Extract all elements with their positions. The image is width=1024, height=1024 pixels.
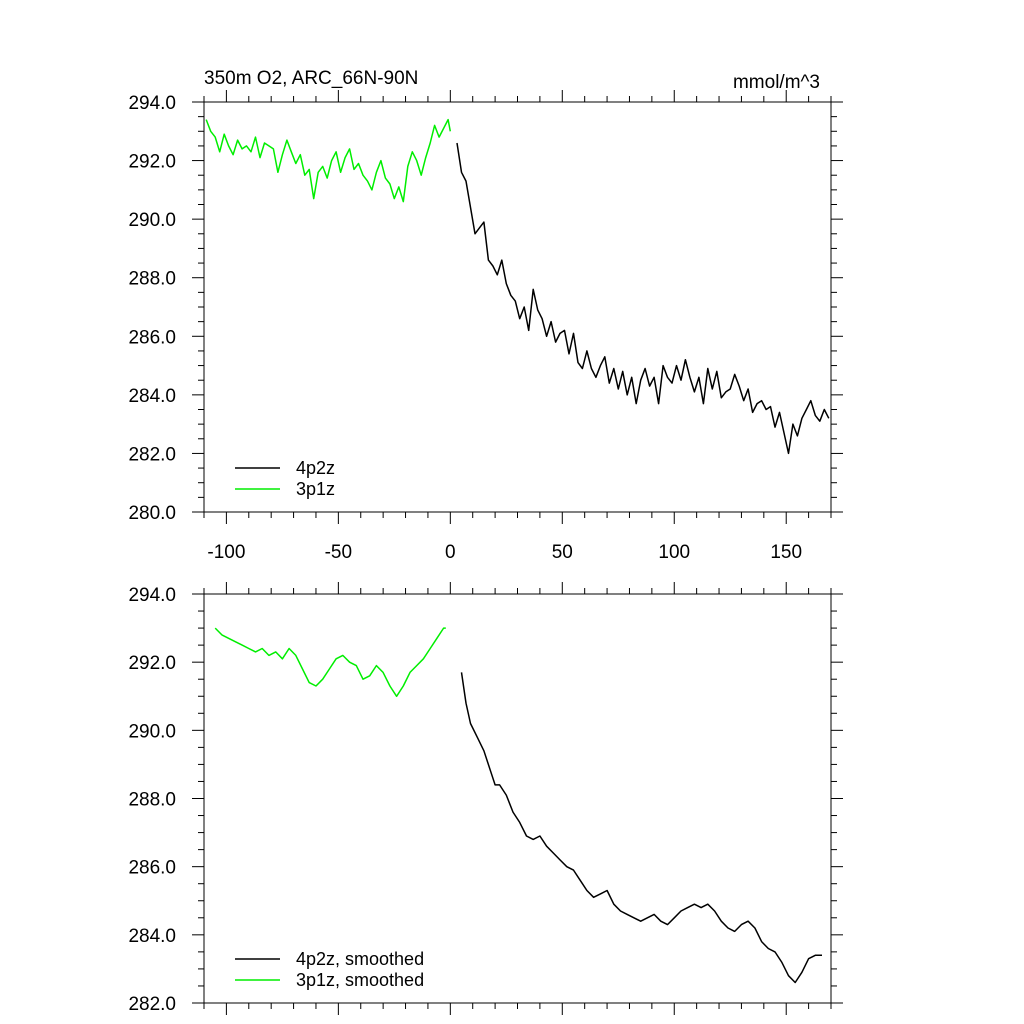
- bottom-axis-ticks: [192, 582, 843, 1015]
- y-tick-label: 290.0: [128, 210, 176, 231]
- bottom-plot-frame: [203, 593, 832, 1004]
- y-tick-label: 282.0: [128, 444, 176, 465]
- y-tick-label: 286.0: [128, 327, 176, 348]
- y-tick-label: 294.0: [128, 585, 176, 606]
- bottom-plot-lines: [214, 627, 822, 984]
- legend-label: 4p2z: [296, 458, 335, 478]
- bottom-chart-panel: 282.0 284.0 286.0 288.0 290.0 292.0 294.0 4p2z…: [128, 582, 843, 1015]
- legend-label: 3p1z: [296, 479, 335, 499]
- y-tick-label: 282.0: [128, 994, 176, 1015]
- x-tick-label: 50: [552, 542, 573, 563]
- series-line-black: [456, 142, 830, 455]
- x-tick-label: -100: [207, 542, 245, 563]
- y-tick-label: 286.0: [128, 858, 176, 879]
- y-tick-label: 292.0: [128, 653, 176, 674]
- x-tick-label: -50: [325, 542, 352, 563]
- chart-units: mmol/m^3: [733, 72, 820, 93]
- top-axis-tick-labels: 280.0 282.0 284.0 286.0 288.0 290.0 292.0 294.0…: [128, 93, 802, 563]
- series-line-green: [205, 118, 452, 203]
- y-tick-label: 280.0: [128, 503, 176, 524]
- series-line-black: [460, 672, 822, 984]
- x-tick-label: 150: [770, 542, 802, 563]
- top-axis-ticks: [192, 90, 843, 524]
- top-plot-lines: [205, 118, 830, 455]
- series-line-green: [214, 627, 446, 698]
- top-chart-panel: 350m O2, ARC_66N-90N mmol/m^3 280.0 282.0…: [128, 68, 843, 563]
- y-tick-label: 288.0: [128, 269, 176, 290]
- x-tick-label: 100: [658, 542, 690, 563]
- y-tick-label: 284.0: [128, 386, 176, 407]
- y-tick-label: 290.0: [128, 721, 176, 742]
- y-tick-label: 292.0: [128, 152, 176, 173]
- legend-label: 3p1z, smoothed: [296, 970, 424, 990]
- legend-label: 4p2z, smoothed: [296, 949, 424, 969]
- bottom-axis-tick-labels: 282.0 284.0 286.0 288.0 290.0 292.0 294.0: [128, 585, 176, 1015]
- x-tick-label: 0: [445, 542, 456, 563]
- y-tick-label: 284.0: [128, 926, 176, 947]
- y-tick-label: 288.0: [128, 790, 176, 811]
- y-tick-label: 294.0: [128, 93, 176, 114]
- top-plot-frame: [203, 101, 832, 513]
- chart-title: 350m O2, ARC_66N-90N: [204, 68, 418, 89]
